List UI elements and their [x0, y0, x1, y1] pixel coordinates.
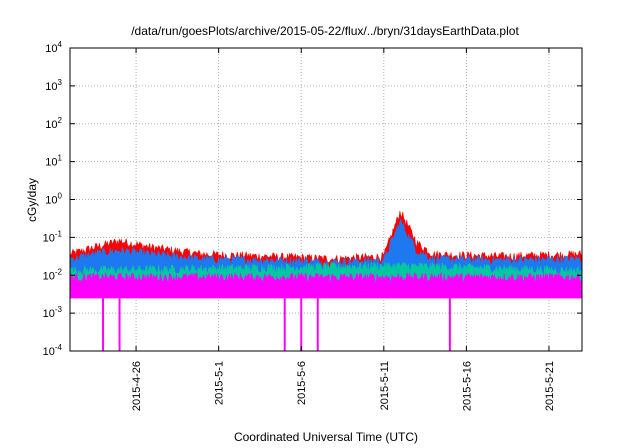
- grid: [70, 48, 582, 351]
- y-tick-label: 102: [45, 116, 62, 131]
- x-tick-label: 2015-5-16: [461, 361, 473, 411]
- x-axis-label: Coordinated Universal Time (UTC): [234, 430, 418, 444]
- y-axis-label: cGy/day: [25, 178, 39, 222]
- y-tick-label: 101: [45, 154, 62, 169]
- series-3-trace: [69, 271, 583, 299]
- y-tick-label: 10-2: [43, 267, 63, 282]
- x-tick-label: 2015-5-6: [296, 361, 308, 405]
- y-tick-label: 10-1: [43, 229, 63, 244]
- x-tick-label: 2015-5-21: [544, 361, 556, 411]
- x-tick-label: 2015-4-26: [131, 361, 143, 411]
- y-tick-label: 103: [45, 78, 62, 93]
- x-tick-label: 2015-5-11: [379, 361, 391, 410]
- x-tick-label: 2015-5-1: [214, 361, 226, 405]
- chart-title: /data/run/goesPlots/archive/2015-05-22/f…: [131, 24, 519, 38]
- y-tick-label: 104: [45, 40, 62, 55]
- series-layer: [69, 210, 583, 351]
- y-tick-label: 10-3: [43, 305, 63, 320]
- y-tick-label: 100: [45, 192, 62, 207]
- x-axis: 2015-4-26 2015-5-1 2015-5-6 2015-5-11 2015-5…: [131, 48, 556, 411]
- y-tick-label: 10-4: [43, 343, 63, 358]
- y-axis: 10-4 10-3 10-2 10-1 100 101 102 103 104: [43, 40, 582, 358]
